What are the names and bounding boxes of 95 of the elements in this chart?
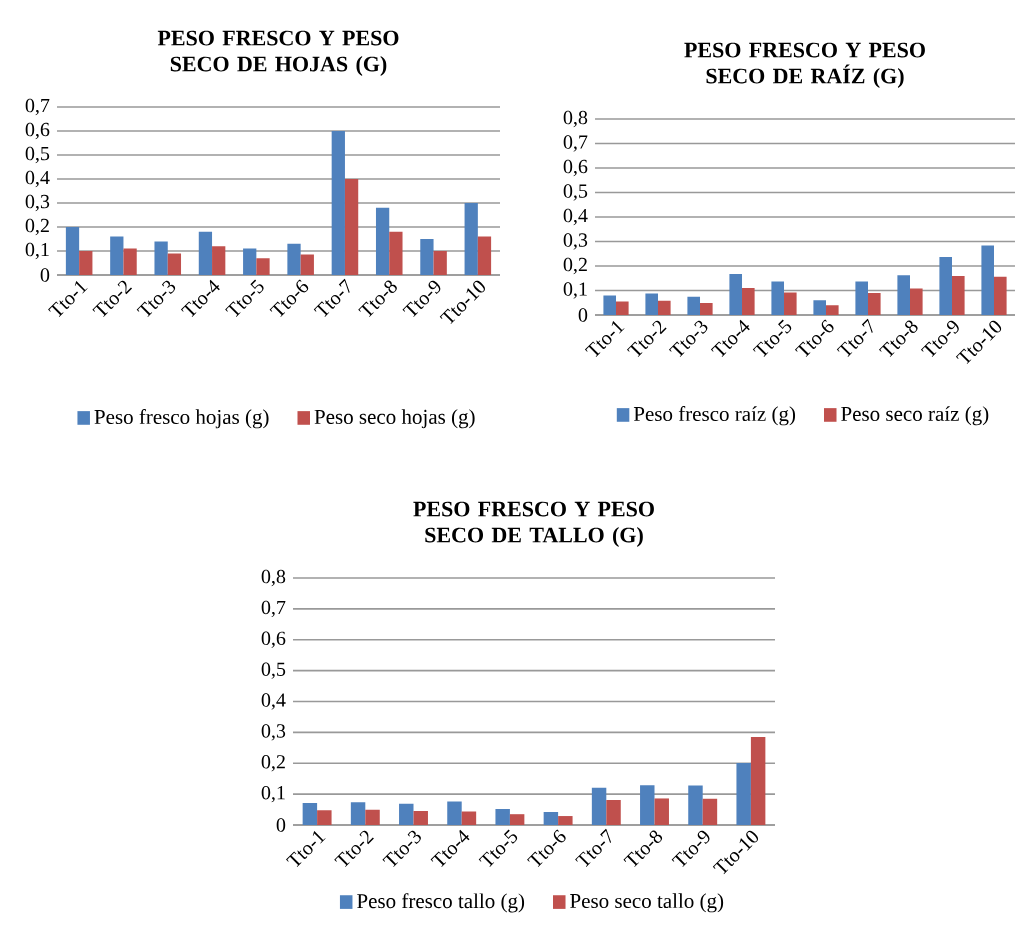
bar [154,241,168,275]
bar [447,801,462,825]
bar [79,250,93,275]
y-tick-label: 0,7 [563,135,588,152]
bar [736,762,751,825]
y-tick-label: 0,5 [563,184,588,201]
bar [658,300,671,315]
legend-label: Peso seco raíz (g) [841,406,989,426]
y-tick-label: 0,6 [563,159,588,177]
bar [243,248,257,275]
bar [729,274,743,315]
y-tick-label: 0,8 [261,569,286,587]
legend-label: Peso seco hojas (g) [314,409,475,429]
y-tick-label: 0,4 [261,693,286,710]
bar [784,292,797,315]
y-tick-label: 0,8 [563,110,588,128]
legend-label: Peso fresco raíz (g) [633,406,796,426]
bar [375,207,390,275]
bar [981,245,994,315]
bar [300,254,314,275]
y-tick-label: 0,1 [563,282,587,299]
bar [350,802,366,825]
bar [495,808,510,825]
bar [939,256,952,315]
bar [558,816,573,825]
bar [702,798,718,825]
legend-label: Peso fresco tallo (g) [357,893,525,913]
bar [910,288,923,315]
bar [413,811,428,825]
bar [302,803,318,825]
y-tick-label: 0,2 [261,755,285,772]
bar [461,811,477,825]
bar [813,300,826,315]
bar [640,785,655,825]
chart-title: PESO FRESCO Y PESO SECO DE HOJAS (G) [157,30,399,76]
bar [167,253,182,275]
bar [688,785,703,825]
bar [826,305,839,315]
bar [543,812,559,825]
bar [868,292,881,315]
bar [687,296,701,315]
bar [344,179,359,275]
y-tick-label: 0,1 [261,785,285,803]
bar [994,276,1007,315]
bar [477,236,492,275]
bar [771,281,785,315]
y-tick-label: 0 [578,308,588,322]
bar [433,250,447,275]
chart-title: PESO FRESCO Y PESO SECO DE RAÍZ (G) [684,42,925,88]
bar [645,293,659,315]
bar [420,238,434,275]
bar [742,288,755,315]
y-tick-label: 0,4 [563,208,588,226]
y-tick-label: 0,4 [25,170,50,188]
y-tick-label: 0,7 [25,98,50,116]
bar [212,246,226,275]
bar [389,231,403,275]
bar [399,803,414,825]
y-tick-label: 0 [276,818,286,832]
bar [855,281,868,315]
legend-label: Peso seco tallo (g) [570,893,724,913]
y-tick-label: 0 [40,268,50,282]
y-tick-label: 0,3 [25,194,50,212]
bar [616,301,629,315]
y-tick-label: 0,5 [25,146,50,164]
bar [123,248,137,275]
bar [198,231,213,275]
y-tick-label: 0,2 [25,218,49,236]
bar [256,258,270,275]
bar [591,787,607,825]
bar [606,799,621,825]
bar [110,236,124,275]
bar [65,227,80,275]
y-tick-label: 0,6 [25,122,50,140]
y-tick-label: 0,2 [563,257,587,275]
bar [464,202,478,275]
bar [365,809,380,825]
bar [654,798,669,825]
bar [331,131,345,275]
bar [603,295,617,315]
y-tick-label: 0,7 [261,600,286,618]
bar [952,276,965,315]
legend-label: Peso fresco hojas (g) [94,409,269,429]
bar [317,810,332,825]
bar [700,302,713,315]
bar [509,814,525,825]
y-tick-label: 0,1 [25,242,49,260]
y-tick-label: 0,5 [261,662,286,679]
bar [897,275,910,315]
y-tick-label: 0,3 [563,233,588,250]
bar [287,243,301,275]
y-tick-label: 0,6 [261,631,286,648]
bar [750,737,766,825]
y-tick-label: 0,3 [261,724,286,741]
chart-title: PESO FRESCO Y PESO SECO DE TALLO (G) [413,501,654,547]
